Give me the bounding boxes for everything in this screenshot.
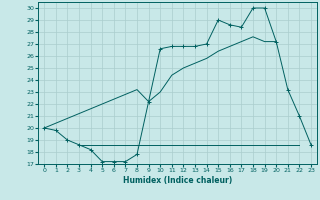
X-axis label: Humidex (Indice chaleur): Humidex (Indice chaleur) (123, 176, 232, 185)
